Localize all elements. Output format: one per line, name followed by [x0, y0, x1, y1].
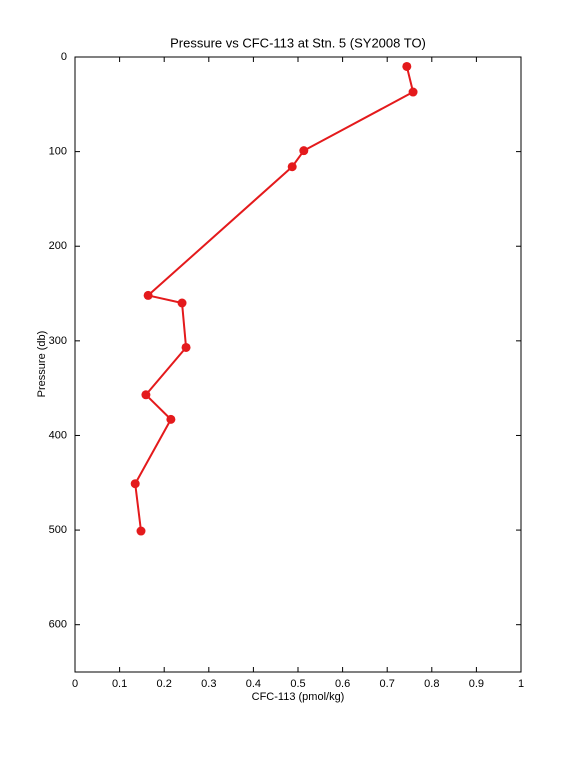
- x-tick-label: 0.8: [424, 678, 439, 690]
- y-tick-label: 400: [49, 429, 67, 441]
- x-axis-label: CFC-113 (pmol/kg): [252, 691, 345, 703]
- x-tick-label: 0.7: [380, 678, 395, 690]
- data-point: [141, 390, 151, 400]
- data-point: [177, 298, 187, 308]
- x-tick-label: 0.1: [112, 678, 127, 690]
- y-tick-label: 100: [49, 146, 67, 158]
- x-tick-label: 0.4: [246, 678, 261, 690]
- y-tick-label: 600: [49, 619, 67, 631]
- x-tick-label: 0: [72, 678, 78, 690]
- data-point: [287, 162, 297, 172]
- data-point: [181, 342, 191, 352]
- data-point: [166, 414, 176, 424]
- data-point: [402, 61, 412, 71]
- data-point: [130, 479, 140, 489]
- y-tick-label: 200: [49, 240, 67, 252]
- chart-title: Pressure vs CFC-113 at Stn. 5 (SY2008 TO…: [170, 35, 426, 50]
- y-axis-label: Pressure (db): [36, 331, 48, 398]
- data-point: [299, 146, 309, 156]
- x-tick-label: 1: [518, 678, 524, 690]
- x-tick-label: 0.2: [157, 678, 172, 690]
- x-tick-label: 0.5: [290, 678, 305, 690]
- data-point: [408, 87, 418, 97]
- y-tick-label: 300: [49, 335, 67, 347]
- y-tick-label: 0: [61, 51, 67, 63]
- data-point: [136, 526, 146, 536]
- y-tick-label: 500: [49, 524, 67, 536]
- x-tick-label: 0.3: [201, 678, 216, 690]
- x-tick-label: 0.6: [335, 678, 350, 690]
- x-tick-label: 0.9: [469, 678, 484, 690]
- data-point: [143, 290, 153, 300]
